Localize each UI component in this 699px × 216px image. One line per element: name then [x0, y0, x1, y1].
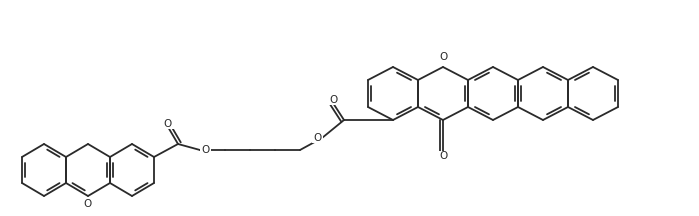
Bar [438, 151, 449, 161]
Text: O: O [439, 151, 447, 161]
Bar [312, 133, 322, 143]
Text: O: O [329, 95, 337, 105]
Bar [199, 145, 210, 155]
Bar [438, 52, 449, 62]
Bar [162, 119, 173, 129]
Bar [328, 95, 338, 105]
Text: O: O [439, 52, 447, 62]
Text: O: O [313, 133, 321, 143]
Text: O: O [164, 119, 172, 129]
Text: O: O [201, 145, 209, 155]
Bar [82, 199, 94, 209]
Text: O: O [84, 199, 92, 209]
